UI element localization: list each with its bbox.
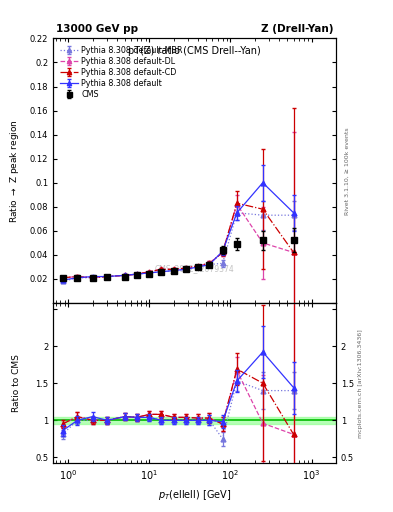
- X-axis label: $p_{T}$(ellell) [GeV]: $p_{T}$(ellell) [GeV]: [158, 487, 231, 502]
- Bar: [53, 417, 336, 424]
- Text: CMS_2022_I2079374: CMS_2022_I2079374: [155, 264, 234, 273]
- Text: pT(Z) ratio (CMS Drell--Yan): pT(Z) ratio (CMS Drell--Yan): [128, 47, 261, 56]
- Y-axis label: mcplots.cern.ch [arXiv:1306.3436]: mcplots.cern.ch [arXiv:1306.3436]: [358, 329, 363, 438]
- Y-axis label: Ratio $\to$ Z peak region: Ratio $\to$ Z peak region: [7, 119, 20, 223]
- Text: Z (Drell-Yan): Z (Drell-Yan): [261, 25, 333, 34]
- Text: 13000 GeV pp: 13000 GeV pp: [56, 25, 138, 34]
- Y-axis label: Ratio to CMS: Ratio to CMS: [11, 354, 20, 412]
- Y-axis label: Rivet 3.1.10, ≥ 100k events: Rivet 3.1.10, ≥ 100k events: [345, 127, 350, 215]
- Legend: Pythia 8.308 default-MBR, Pythia 8.308 default-DL, Pythia 8.308 default-CD, Pyth: Pythia 8.308 default-MBR, Pythia 8.308 d…: [57, 42, 186, 102]
